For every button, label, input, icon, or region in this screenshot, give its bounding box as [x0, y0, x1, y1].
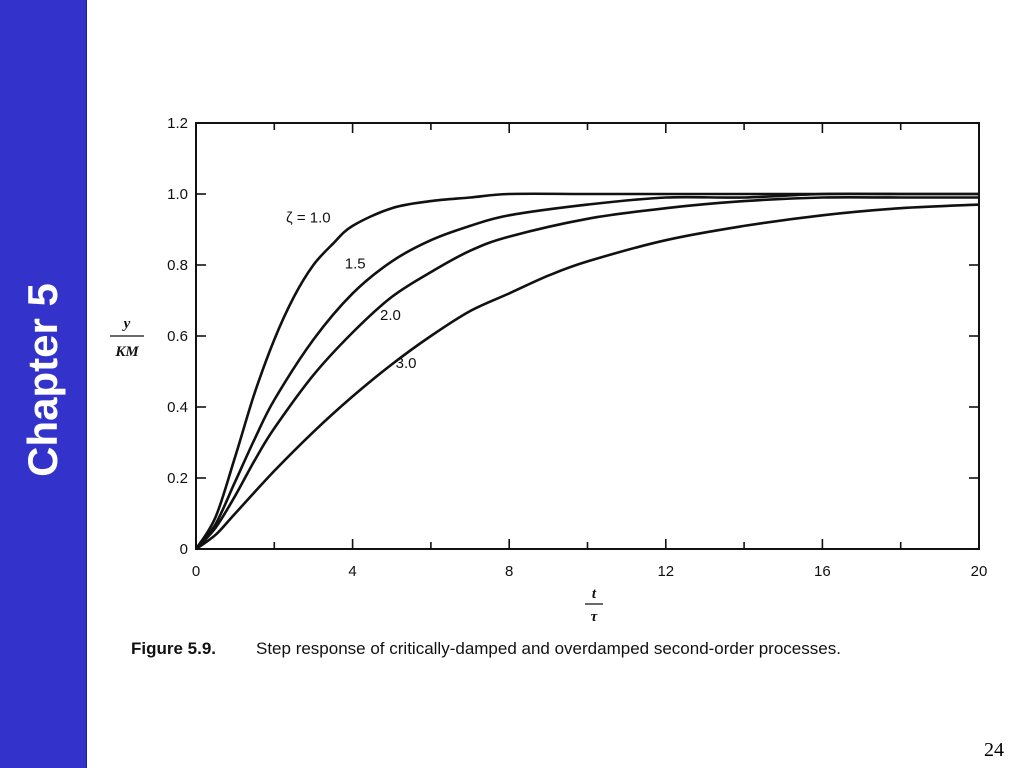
x-axis-label-numerator: t	[592, 586, 597, 602]
curve-label-0: ζ = 1.0	[286, 209, 331, 226]
curve-labels: ζ = 1.0 1.5 2.0 3.0	[286, 209, 416, 372]
curve-label-1: 1.5	[345, 256, 366, 273]
x-tick-label: 8	[505, 563, 513, 580]
x-tick-label: 4	[348, 563, 356, 580]
chart-curves	[194, 192, 980, 551]
y-tick-label: 1.2	[167, 115, 188, 132]
y-tick-label: 0.6	[167, 328, 188, 345]
x-tick-label: 0	[192, 563, 200, 580]
curve-zeta-2	[195, 195, 979, 550]
figure-caption: Figure 5.9. Step response of critically-…	[131, 639, 841, 658]
y-axis-label: y KM	[110, 316, 144, 360]
x-tick-label: 16	[814, 563, 831, 580]
y-axis-label-denominator: KM	[114, 344, 139, 360]
y-tick-label: 0.4	[167, 399, 188, 416]
x-axis-label-denominator: τ	[591, 609, 599, 625]
caption-text: Step response of critically-damped and o…	[256, 639, 841, 658]
curve-zeta-1	[194, 192, 979, 550]
y-tick-label: 0	[180, 541, 188, 558]
chapter-sidebar: Chapter 5	[0, 0, 87, 768]
y-axis-label-numerator: y	[122, 316, 131, 332]
curve-zeta-0	[194, 192, 979, 550]
y-tick-label: 0.2	[167, 470, 188, 487]
chart-axes: 0 0.2 0.4 0.6 0.8 1.0 1.2 0 4 8 12 16 20	[167, 115, 987, 580]
curve-label-3: 3.0	[396, 355, 417, 372]
y-tick-label: 1.0	[167, 186, 188, 203]
caption-figure-number: Figure 5.9.	[131, 639, 216, 658]
x-tick-label: 20	[971, 563, 988, 580]
curve-label-2: 2.0	[380, 307, 401, 324]
y-tick-label: 0.8	[167, 257, 188, 274]
x-axis-label: t τ	[585, 586, 603, 625]
plot-frame	[195, 122, 980, 550]
page-number: 24	[984, 739, 1004, 761]
curve-zeta-3	[195, 203, 980, 551]
x-tick-label: 12	[657, 563, 674, 580]
